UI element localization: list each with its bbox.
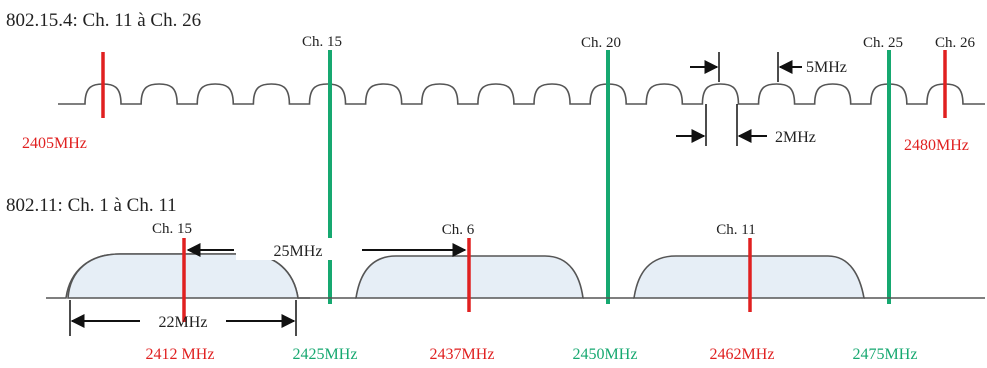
zigbee-ch20-label: Ch. 20	[581, 35, 621, 51]
zigbee-ch26-label: Ch. 26	[935, 35, 976, 51]
zigbee-spacing-label: 5MHz	[806, 59, 847, 76]
freq-2412: 2412 MHz	[146, 346, 215, 363]
wifi-channel-markers	[182, 238, 752, 322]
freq-2437: 2437MHz	[430, 346, 495, 363]
zigbee-width-dimension: 2MHz	[676, 104, 816, 146]
zigbee-end-freq: 2480MHz	[904, 137, 969, 154]
zigbee-ch25-label: Ch. 25	[863, 35, 903, 51]
zigbee-ch15-label: Ch. 15	[302, 34, 342, 50]
zigbee-channel-markers	[101, 50, 947, 304]
wifi-title: 802.11: Ch. 1 à Ch. 11	[6, 195, 177, 216]
zigbee-width-label: 2MHz	[775, 129, 816, 146]
zigbee-title: 802.15.4: Ch. 11 à Ch. 26	[6, 10, 201, 31]
zigbee-channel-humps	[58, 83, 985, 105]
wifi-spacing-dimension: 25MHz	[186, 238, 467, 260]
zigbee-start-freq: 2405MHz	[22, 135, 87, 152]
wifi-ch1-label: Ch. 15	[152, 221, 192, 237]
wifi-channel-shapes	[46, 253, 985, 299]
wifi-width-label: 22MHz	[159, 314, 208, 331]
zigbee-spacing-dimension: 5MHz	[690, 52, 847, 82]
zigbee-hump-line	[58, 83, 985, 105]
freq-2462: 2462MHz	[710, 346, 775, 363]
wifi-ch11-label: Ch. 11	[716, 222, 755, 238]
wifi-ch6-label: Ch. 6	[442, 222, 475, 238]
wifi-spacing-label: 25MHz	[274, 243, 323, 260]
wifi-width-dimension: 22MHz	[69, 300, 297, 336]
freq-2450: 2450MHz	[573, 346, 638, 363]
freq-2425: 2425MHz	[293, 346, 358, 363]
freq-2475: 2475MHz	[853, 346, 918, 363]
